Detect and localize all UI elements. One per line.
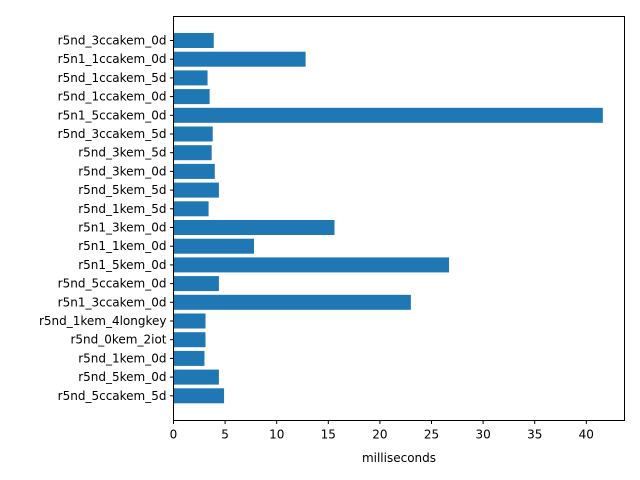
x-tick-label: 20 [372,428,387,442]
bar-r5nd_5kem_0d [173,369,219,385]
bar-r5n1_5kem_0d [173,257,450,273]
x-tick-label: 25 [424,428,439,442]
y-tick-label: r5n1_5ccakem_0d [58,108,167,122]
y-tick-label: r5nd_1kem_4longkey [39,314,167,328]
bar-r5n1_3kem_0d [173,220,335,235]
bar-r5nd_5ccakem_0d [173,276,219,292]
bar-r5n1_1ccakem_0d [173,51,306,67]
bar-r5nd_5ccakem_5d [173,388,225,404]
y-tick-label: r5nd_3ccakem_5d [58,127,167,141]
bar-r5n1_5ccakem_0d [173,107,603,123]
y-tick-label: r5nd_3kem_0d [78,164,166,178]
bar-r5n1_1kem_0d [173,238,254,254]
y-tick-label: r5n1_5kem_0d [78,258,166,272]
y-tick-label: r5n1_3kem_0d [78,221,166,235]
y-tick-label: r5nd_5kem_5d [78,183,166,197]
y-tick-label: r5nd_3kem_5d [78,146,166,160]
y-tick-label: r5nd_1kem_5d [78,202,166,216]
bar-r5nd_1kem_0d [173,350,205,366]
x-tick-label: 30 [475,428,490,442]
x-axis: 0 5 10 15 20 25 30 35 40 [170,420,594,442]
bar-r5nd_3kem_5d [173,145,212,161]
y-tick-label: r5n1_1ccakem_0d [58,52,167,66]
y-tick-label: r5n1_1kem_0d [78,239,166,253]
y-tick-label: r5nd_1ccakem_5d [58,71,167,85]
x-tick-label: 5 [221,428,229,442]
bar-r5n1_3ccakem_0d [173,294,411,310]
x-tick-label: 10 [269,428,284,442]
bar-r5nd_3ccakem_5d [173,126,213,142]
bar-r5nd_0kem_2iot [173,332,206,348]
y-tick-label: r5nd_1kem_0d [78,351,166,365]
bars-group [173,33,603,404]
plot-frame [173,16,625,421]
x-tick-label: 15 [321,428,336,442]
bar-r5nd_3kem_0d [173,163,215,179]
bar-r5nd_1kem_4longkey [173,313,206,329]
y-tick-label: r5nd_5ccakem_5d [58,389,167,403]
y-tick-label: r5nd_3ccakem_0d [58,34,167,48]
y-tick-label: r5nd_5ccakem_0d [58,277,167,291]
bar-r5nd_1ccakem_5d [173,70,208,86]
x-tick-label: 35 [527,428,542,442]
x-tick-label: 40 [579,428,594,442]
bar-r5nd_5kem_5d [173,182,219,198]
bar-r5nd_1ccakem_0d [173,89,210,105]
bar-r5nd_3ccakem_0d [173,33,214,48]
y-tick-label: r5nd_5kem_0d [78,370,166,384]
y-tick-label: r5nd_0kem_2iot [70,333,166,347]
y-tick-label: r5n1_3ccakem_0d [58,295,167,309]
y-axis: r5nd_3ccakem_0d r5n1_1ccakem_0d r5nd_1ccak… [39,34,174,403]
bar-r5nd_1kem_5d [173,201,209,217]
x-tick-label: 0 [170,428,178,442]
x-axis-label: milliseconds [362,451,436,465]
y-tick-label: r5nd_1ccakem_0d [58,90,167,104]
